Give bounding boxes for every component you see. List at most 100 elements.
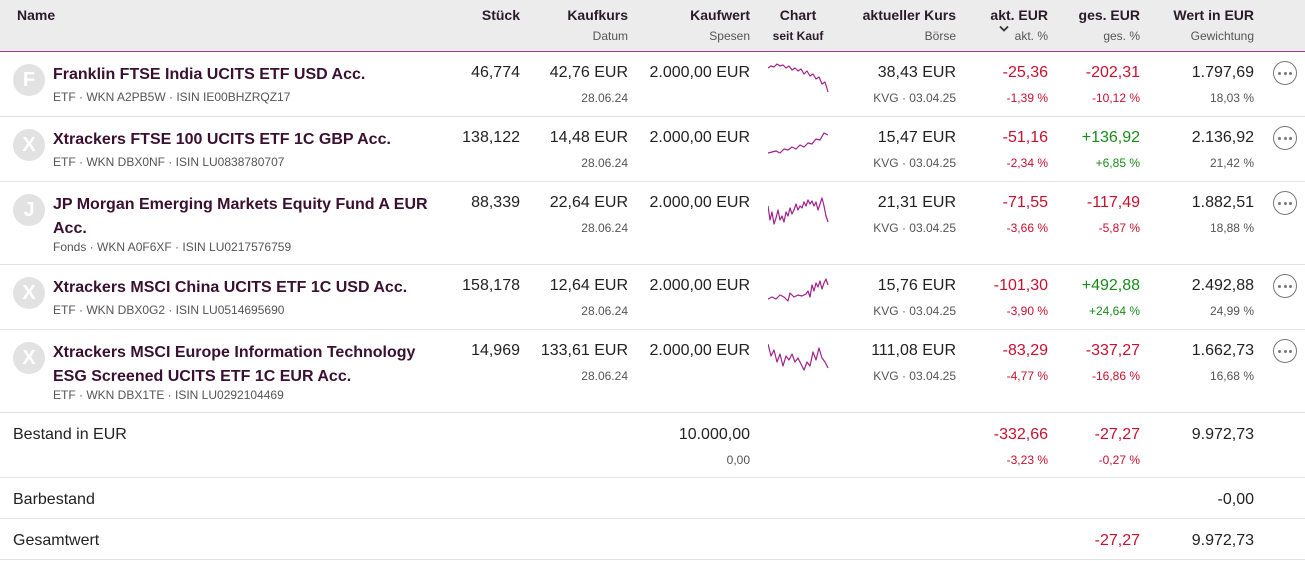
col-ges-eur[interactable]: ges. EUR ges. % bbox=[1079, 7, 1140, 43]
col-akt-eur[interactable]: akt. EUR akt. % bbox=[990, 7, 1048, 43]
boerse-value: KVG · 03.04.25 bbox=[873, 369, 956, 383]
gewichtung-value: 24,99 % bbox=[1209, 304, 1254, 318]
instrument-avatar: X bbox=[13, 277, 45, 309]
kurs-value: 111,08 EUR bbox=[871, 342, 956, 359]
stueck-value: 88,339 bbox=[471, 194, 520, 211]
col-wert-label: Wert in EUR bbox=[1173, 7, 1254, 23]
avatar-initial: F bbox=[22, 69, 36, 91]
col-ges-eur-label: ges. EUR bbox=[1078, 7, 1140, 23]
kaufwert-value: 2.000,00 EUR bbox=[649, 342, 750, 359]
col-kaufwert-label: Kaufwert bbox=[690, 7, 750, 23]
instrument-name-link[interactable]: Xtrackers MSCI Europe Information Techno… bbox=[53, 344, 416, 385]
gewichtung-value: 18,88 % bbox=[1209, 221, 1254, 235]
kurs-value: 15,76 EUR bbox=[877, 277, 956, 294]
gewichtung-value: 21,42 % bbox=[1209, 156, 1254, 170]
col-stueck-label: Stück bbox=[481, 7, 520, 23]
more-options-icon[interactable] bbox=[1273, 274, 1297, 298]
table-row[interactable]: J JP Morgan Emerging Markets Equity Fund… bbox=[0, 182, 1305, 265]
more-options-icon[interactable] bbox=[1273, 126, 1297, 150]
more-options-icon[interactable] bbox=[1273, 61, 1297, 85]
wert-value: 1.882,51 bbox=[1191, 194, 1254, 211]
col-kaufwert[interactable]: Kaufwert Spesen bbox=[690, 7, 750, 43]
kaufwert-value: 2.000,00 EUR bbox=[649, 277, 750, 294]
avatar-initial: X bbox=[22, 134, 36, 156]
ges-eur-value: -202,31 bbox=[1085, 64, 1140, 81]
sort-chevron-down-icon[interactable] bbox=[999, 25, 1009, 33]
col-aktueller-kurs[interactable]: aktueller Kurs Börse bbox=[863, 7, 956, 43]
ges-eur-value: -337,27 bbox=[1085, 342, 1140, 359]
bestand-ges-pct: -0,27 % bbox=[1098, 453, 1140, 467]
col-akt-pct-label: akt. % bbox=[1014, 29, 1048, 43]
sparkline-chart-icon[interactable] bbox=[768, 340, 830, 378]
table-header: Name Stück Kaufkurs Datum Kaufwert Spese… bbox=[0, 0, 1305, 52]
akt-eur-value: -71,55 bbox=[1002, 194, 1048, 211]
sparkline-chart-icon[interactable] bbox=[768, 127, 830, 165]
instrument-name-link[interactable]: Xtrackers MSCI China UCITS ETF 1C USD Ac… bbox=[53, 279, 408, 296]
wert-value: 1.662,73 bbox=[1191, 342, 1254, 359]
instrument-name-link[interactable]: Franklin FTSE India UCITS ETF USD Acc. bbox=[53, 66, 366, 83]
boerse-value: KVG · 03.04.25 bbox=[873, 304, 956, 318]
boerse-value: KVG · 03.04.25 bbox=[873, 221, 956, 235]
kurs-value: 38,43 EUR bbox=[877, 64, 956, 81]
ges-pct-value: -16,86 % bbox=[1091, 369, 1140, 383]
instrument-name-link[interactable]: JP Morgan Emerging Markets Equity Fund A… bbox=[53, 196, 428, 237]
instrument-avatar: X bbox=[13, 342, 45, 374]
stueck-value: 158,178 bbox=[462, 277, 520, 294]
akt-pct-value: -3,66 % bbox=[1006, 221, 1048, 235]
ges-pct-value: +24,64 % bbox=[1088, 304, 1140, 318]
table-row[interactable]: F Franklin FTSE India UCITS ETF USD Acc.… bbox=[0, 52, 1305, 117]
boerse-value: KVG · 03.04.25 bbox=[873, 91, 956, 105]
gewichtung-value: 18,03 % bbox=[1209, 91, 1254, 105]
col-chart[interactable]: Chart seit Kauf bbox=[768, 7, 828, 43]
summary-row-bestand: Bestand in EUR 10.000,00 0,00 -332,66 -3… bbox=[0, 413, 1305, 478]
sparkline-chart-icon[interactable] bbox=[768, 62, 830, 100]
col-wert[interactable]: Wert in EUR Gewichtung bbox=[1173, 7, 1254, 43]
col-stueck[interactable]: Stück bbox=[482, 7, 520, 23]
col-name[interactable]: Name bbox=[17, 7, 55, 23]
col-ges-pct-label: ges. % bbox=[1103, 29, 1140, 43]
gesamtwert-label: Gesamtwert bbox=[13, 532, 100, 549]
more-options-icon[interactable] bbox=[1273, 339, 1297, 363]
sparkline-chart-icon[interactable] bbox=[768, 192, 830, 230]
kaufkurs-value: 133,61 EUR bbox=[540, 342, 628, 359]
stueck-value: 138,122 bbox=[462, 129, 520, 146]
sparkline-chart-icon[interactable] bbox=[768, 275, 830, 313]
kurs-value: 15,47 EUR bbox=[877, 129, 956, 146]
barbestand-label: Barbestand bbox=[13, 491, 95, 508]
kaufwert-value: 2.000,00 EUR bbox=[649, 129, 750, 146]
ges-eur-value: -117,49 bbox=[1086, 194, 1140, 211]
avatar-initial: X bbox=[22, 347, 36, 369]
col-datum-label: Datum bbox=[592, 29, 628, 43]
kaufdatum-value: 28.06.24 bbox=[581, 221, 628, 235]
col-kaufkurs[interactable]: Kaufkurs Datum bbox=[567, 7, 628, 43]
wert-value: 2.136,92 bbox=[1191, 129, 1254, 146]
akt-pct-value: -3,90 % bbox=[1006, 304, 1048, 318]
table-row[interactable]: X Xtrackers MSCI China UCITS ETF 1C USD … bbox=[0, 265, 1305, 330]
ges-pct-value: -10,12 % bbox=[1091, 91, 1140, 105]
bestand-spesen: 0,00 bbox=[726, 453, 750, 467]
akt-pct-value: -2,34 % bbox=[1006, 156, 1048, 170]
kaufkurs-value: 42,76 EUR bbox=[549, 64, 628, 81]
bestand-ges-eur: -27,27 bbox=[1094, 426, 1140, 443]
col-chart-label: Chart bbox=[779, 7, 817, 23]
instrument-meta: ETF · WKN DBX0G2 · ISIN LU0514695690 bbox=[53, 303, 285, 317]
col-seit-kauf-label: seit Kauf bbox=[772, 29, 824, 43]
more-options-icon[interactable] bbox=[1273, 191, 1297, 215]
instrument-name-link[interactable]: Xtrackers FTSE 100 UCITS ETF 1C GBP Acc. bbox=[53, 131, 391, 148]
akt-pct-value: -1,39 % bbox=[1006, 91, 1048, 105]
bestand-akt-eur: -332,66 bbox=[993, 426, 1048, 443]
col-gewichtung-label: Gewichtung bbox=[1190, 29, 1254, 43]
instrument-meta: ETF · WKN A2PB5W · ISIN IE00BHZRQZ17 bbox=[53, 90, 291, 104]
stueck-value: 14,969 bbox=[471, 342, 520, 359]
table-row[interactable]: X Xtrackers FTSE 100 UCITS ETF 1C GBP Ac… bbox=[0, 117, 1305, 182]
kaufdatum-value: 28.06.24 bbox=[581, 91, 628, 105]
table-row[interactable]: X Xtrackers MSCI Europe Information Tech… bbox=[0, 330, 1305, 413]
col-kaufkurs-label: Kaufkurs bbox=[567, 7, 628, 23]
akt-pct-value: -4,77 % bbox=[1006, 369, 1048, 383]
gesamtwert-ges-eur: -27,27 bbox=[1094, 532, 1140, 549]
akt-eur-value: -83,29 bbox=[1002, 342, 1048, 359]
instrument-avatar: F bbox=[13, 64, 45, 96]
kaufdatum-value: 28.06.24 bbox=[581, 304, 628, 318]
col-spesen-label: Spesen bbox=[709, 29, 750, 43]
stueck-value: 46,774 bbox=[471, 64, 520, 81]
